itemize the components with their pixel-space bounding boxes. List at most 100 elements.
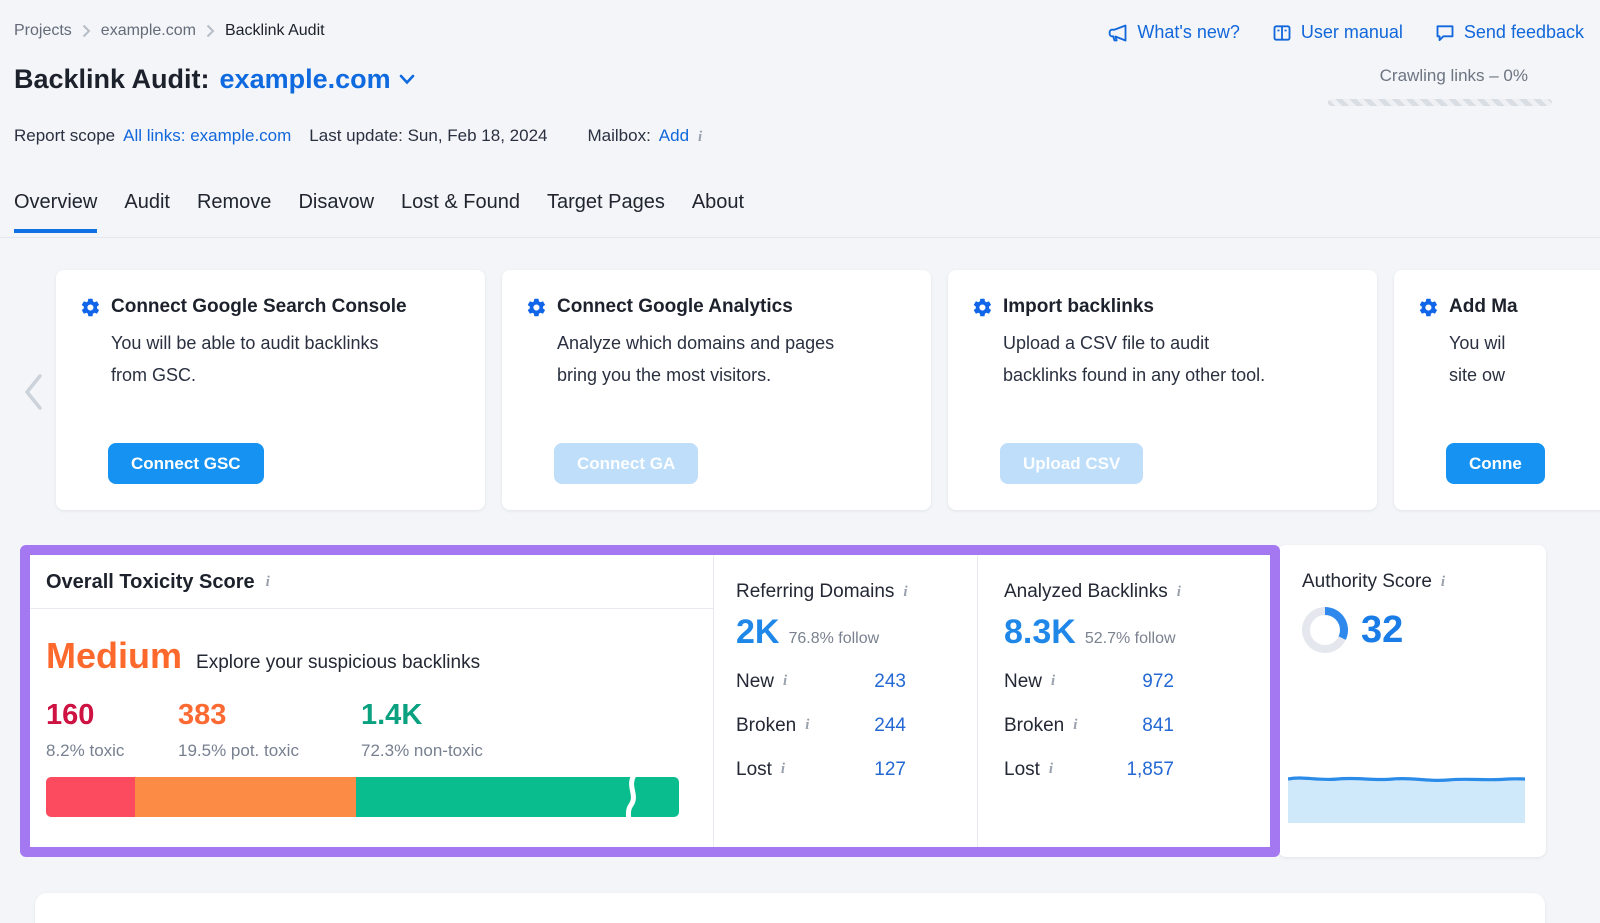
connect-ga-card: Connect Google Analytics Analyze which d… [502, 270, 931, 510]
info-icon[interactable]: i [805, 717, 810, 733]
backlinks-lost-row: Lost i 1,857 [1004, 758, 1174, 780]
user-manual-link[interactable]: User manual [1272, 22, 1403, 43]
card-description: You wil site ow [1449, 333, 1506, 385]
card-title: Import backlinks [1003, 296, 1154, 317]
speech-bubble-icon [1435, 23, 1455, 43]
header-links: What's new? User manual Send feedback [1108, 22, 1584, 43]
page-title-prefix: Backlink Audit: [14, 64, 210, 94]
gear-icon [1418, 297, 1439, 318]
referring-domains-info-icon[interactable]: i [903, 583, 908, 600]
tab-bar-divider [0, 237, 1600, 238]
referring-broken-value[interactable]: 244 [874, 714, 906, 736]
last-update-label: Last update: Sun, Feb 18, 2024 [309, 126, 548, 145]
info-icon[interactable]: i [1051, 673, 1056, 689]
referring-broken-row: Broken i 244 [736, 714, 906, 736]
carousel-prev-icon[interactable] [20, 372, 46, 412]
chevron-right-icon [82, 24, 91, 38]
tab-remove[interactable]: Remove [196, 191, 272, 213]
tab-lost-and-found[interactable]: Lost & Found [401, 191, 520, 213]
referring-domains-follow: 76.8% follow [788, 630, 880, 647]
toxic-stat: 160 8.2% toxic [46, 699, 125, 760]
breadcrumb-project-domain[interactable]: example.com [100, 22, 196, 39]
info-icon[interactable]: i [1048, 761, 1054, 777]
breadcrumb-projects[interactable]: Projects [14, 22, 72, 39]
crawling-status: Crawling links – 0% [1328, 66, 1552, 106]
upload-csv-button: Upload CSV [1000, 443, 1144, 484]
mailbox-label: Mailbox: [587, 126, 651, 145]
analyzed-backlinks-value[interactable]: 8.3K [1004, 613, 1076, 651]
toxicity-score-value: Medium [46, 635, 183, 676]
potentially-toxic-stat: 383 19.5% pot. toxic [178, 699, 299, 760]
connect-gsc-card: Connect Google Search Console You will b… [56, 270, 485, 510]
report-scope-label: Report scope [14, 126, 116, 145]
chevron-down-icon [399, 74, 415, 85]
toxicity-title: Overall Toxicity Score [46, 571, 255, 593]
import-backlinks-card: Import backlinks Upload a CSV file to au… [948, 270, 1377, 510]
crawling-label: Crawling links – 0% [1379, 66, 1528, 85]
authority-score-card: Authority Score i 32 [1278, 545, 1546, 857]
page-title: Backlink Audit: example.com [14, 64, 415, 95]
tab-bar: Overview Audit Remove Disavow Lost & Fou… [14, 191, 744, 233]
gear-icon [972, 297, 993, 318]
backlinks-new-row: New i 972 [1004, 670, 1174, 692]
breadcrumb-current: Backlink Audit [224, 22, 325, 39]
analyzed-backlinks-section: Analyzed Backlinks i 8.3K 52.7% follow N… [977, 555, 1270, 847]
referring-new-value[interactable]: 243 [874, 670, 906, 692]
analyzed-backlinks-follow: 52.7% follow [1084, 630, 1176, 647]
bar-break-icon [623, 777, 639, 817]
toxicity-highlight-box: Overall Toxicity Score i Medium Explore … [20, 545, 1280, 857]
mailbox-info-icon[interactable]: i [698, 129, 703, 145]
info-icon[interactable]: i [783, 673, 788, 689]
tab-target-pages[interactable]: Target Pages [546, 191, 665, 213]
authority-score-title: Authority Score [1302, 571, 1432, 592]
connect-gsc-button[interactable]: Connect GSC [108, 443, 264, 484]
analyzed-backlinks-info-icon[interactable]: i [1176, 583, 1181, 600]
overall-toxicity-section: Overall Toxicity Score i Medium Explore … [30, 555, 713, 847]
tab-disavow[interactable]: Disavow [298, 191, 375, 213]
info-icon[interactable]: i [1073, 717, 1078, 733]
whats-new-link[interactable]: What's new? [1108, 22, 1240, 43]
tab-audit[interactable]: Audit [124, 191, 170, 213]
connect-button[interactable]: Conne [1446, 443, 1545, 484]
referring-lost-value[interactable]: 127 [874, 758, 906, 780]
authority-donut [1302, 607, 1348, 653]
toxicity-bar-segment [46, 777, 135, 817]
authority-score-value: 32 [1361, 608, 1404, 651]
tab-overview[interactable]: Overview [14, 191, 98, 233]
backlinks-lost-value[interactable]: 1,857 [1126, 758, 1174, 780]
backlinks-broken-row: Broken i 841 [1004, 714, 1174, 736]
referring-domains-title: Referring Domains [736, 581, 895, 602]
toxicity-score-hint: Explore your suspicious backlinks [196, 652, 481, 673]
analyzed-backlinks-title: Analyzed Backlinks [1004, 581, 1168, 602]
gear-icon [526, 297, 547, 318]
add-manually-card: Add Ma You wil site ow Conne [1394, 270, 1600, 510]
referring-lost-row: Lost i 127 [736, 758, 906, 780]
card-description: Upload a CSV file to audit backlinks fou… [1003, 333, 1266, 385]
next-section-card [35, 893, 1545, 923]
chevron-right-icon [206, 24, 215, 38]
card-description: You will be able to audit backlinks from… [111, 333, 379, 385]
report-scope-link[interactable]: All links: example.com [123, 126, 292, 145]
tab-about[interactable]: About [691, 191, 745, 213]
authority-score-info-icon[interactable]: i [1440, 573, 1446, 590]
project-domain-dropdown[interactable]: example.com [220, 64, 415, 95]
card-title: Connect Google Search Console [111, 296, 407, 317]
megaphone-icon [1108, 23, 1128, 43]
card-description: Analyze which domains and pages bring yo… [557, 333, 835, 385]
crawling-progress-bar [1328, 99, 1552, 106]
send-feedback-link[interactable]: Send feedback [1435, 22, 1584, 43]
mailbox-add-link[interactable]: Add [658, 126, 690, 145]
breadcrumb: Projects example.com Backlink Audit [14, 22, 325, 40]
card-title: Connect Google Analytics [557, 296, 793, 317]
referring-domains-value[interactable]: 2K [736, 613, 780, 651]
backlinks-broken-value[interactable]: 841 [1142, 714, 1174, 736]
report-scope-row: Report scope All links: example.com Last… [14, 126, 702, 146]
backlinks-new-value[interactable]: 972 [1142, 670, 1174, 692]
toxicity-bar [46, 777, 679, 817]
referring-new-row: New i 243 [736, 670, 906, 692]
book-icon [1272, 23, 1292, 43]
toxicity-info-icon[interactable]: i [265, 574, 270, 590]
referring-domains-section: Referring Domains i 2K 76.8% follow New … [713, 555, 977, 847]
info-icon[interactable]: i [780, 761, 786, 777]
